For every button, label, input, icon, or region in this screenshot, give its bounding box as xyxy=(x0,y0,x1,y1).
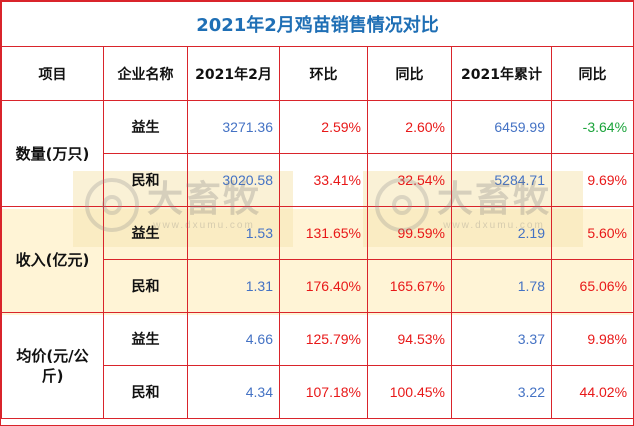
company-name: 益生 xyxy=(103,206,188,260)
header-company: 企业名称 xyxy=(103,46,188,101)
header-row: 项目 企业名称 2021年2月 环比 同比 2021年累计 同比 xyxy=(1,46,634,101)
value-mom: 2.59% xyxy=(279,100,368,154)
table-row: 收入(亿元) 益生 1.53 131.65% 99.59% 2.19 5.60% xyxy=(1,206,634,313)
company-name: 益生 xyxy=(103,100,188,154)
value-feb: 4.66 xyxy=(187,312,280,366)
value-feb: 3020.58 xyxy=(187,153,280,207)
company-name: 益生 xyxy=(103,312,188,366)
header-yoy: 同比 xyxy=(367,46,452,101)
value-yoy: 100.45% xyxy=(367,365,452,419)
value-ytd-yoy: 5.60% xyxy=(550,206,634,260)
value-ytd-yoy: 9.69% xyxy=(550,153,634,207)
company-name: 民和 xyxy=(103,259,188,313)
value-ytd: 6459.99 xyxy=(451,100,552,154)
value-yoy: 99.59% xyxy=(367,206,452,260)
company-name: 民和 xyxy=(103,153,188,207)
value-feb: 4.34 xyxy=(187,365,280,419)
table-row: 均价(元/公斤) 益生 4.66 125.79% 94.53% 3.37 9.9… xyxy=(1,312,634,419)
table-row: 数量(万只) 益生 3271.36 2.59% 2.60% 6459.99 -3… xyxy=(1,100,634,207)
header-item: 项目 xyxy=(1,46,104,101)
value-mom: 33.41% xyxy=(279,153,368,207)
table-title: 2021年2月鸡苗销售情况对比 xyxy=(0,1,634,47)
table-row: 民和 1.31 176.40% 165.67% 1.78 65.06% xyxy=(2,259,634,313)
value-ytd: 1.78 xyxy=(451,259,552,313)
metric-avg-price: 均价(元/公斤) xyxy=(1,312,104,419)
value-mom: 107.18% xyxy=(279,365,368,419)
value-ytd: 3.37 xyxy=(451,312,552,366)
value-mom: 176.40% xyxy=(279,259,368,313)
header-ytd-yoy: 同比 xyxy=(550,46,634,101)
value-mom: 131.65% xyxy=(279,206,368,260)
value-feb: 1.53 xyxy=(187,206,280,260)
table-row: 民和 4.34 107.18% 100.45% 3.22 44.02% xyxy=(2,365,634,419)
header-ytd-2021: 2021年累计 xyxy=(451,46,552,101)
value-ytd: 3.22 xyxy=(451,365,552,419)
metric-quantity: 数量(万只) xyxy=(1,100,104,207)
value-yoy: 2.60% xyxy=(367,100,452,154)
value-yoy: 32.54% xyxy=(367,153,452,207)
value-ytd-yoy: 65.06% xyxy=(550,259,634,313)
value-feb: 3271.36 xyxy=(187,100,280,154)
header-feb-2021: 2021年2月 xyxy=(187,46,280,101)
header-mom: 环比 xyxy=(279,46,368,101)
value-ytd-yoy: -3.64% xyxy=(550,100,634,154)
value-feb: 1.31 xyxy=(187,259,280,313)
value-mom: 125.79% xyxy=(279,312,368,366)
value-yoy: 94.53% xyxy=(367,312,452,366)
company-name: 民和 xyxy=(103,365,188,419)
value-ytd-yoy: 44.02% xyxy=(550,365,634,419)
value-ytd: 2.19 xyxy=(451,206,552,260)
value-ytd-yoy: 9.98% xyxy=(550,312,634,366)
metric-income: 收入(亿元) xyxy=(1,206,104,313)
value-ytd: 5284.71 xyxy=(451,153,552,207)
table-row: 民和 3020.58 33.41% 32.54% 5284.71 9.69% xyxy=(2,153,634,207)
value-yoy: 165.67% xyxy=(367,259,452,313)
